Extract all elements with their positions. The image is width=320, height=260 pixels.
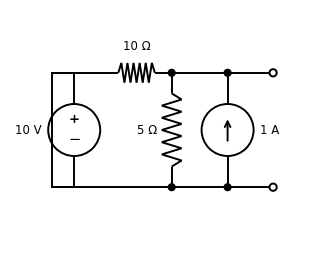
- Circle shape: [269, 184, 277, 191]
- Text: +: +: [69, 113, 80, 126]
- Circle shape: [269, 69, 277, 76]
- Circle shape: [168, 69, 175, 76]
- Circle shape: [168, 184, 175, 191]
- Text: 10 V: 10 V: [15, 124, 42, 136]
- Text: 1 A: 1 A: [260, 124, 279, 136]
- Text: 10 Ω: 10 Ω: [123, 40, 150, 53]
- Text: 5 Ω: 5 Ω: [137, 124, 157, 136]
- Text: −: −: [68, 132, 80, 147]
- Circle shape: [224, 69, 231, 76]
- Circle shape: [224, 184, 231, 191]
